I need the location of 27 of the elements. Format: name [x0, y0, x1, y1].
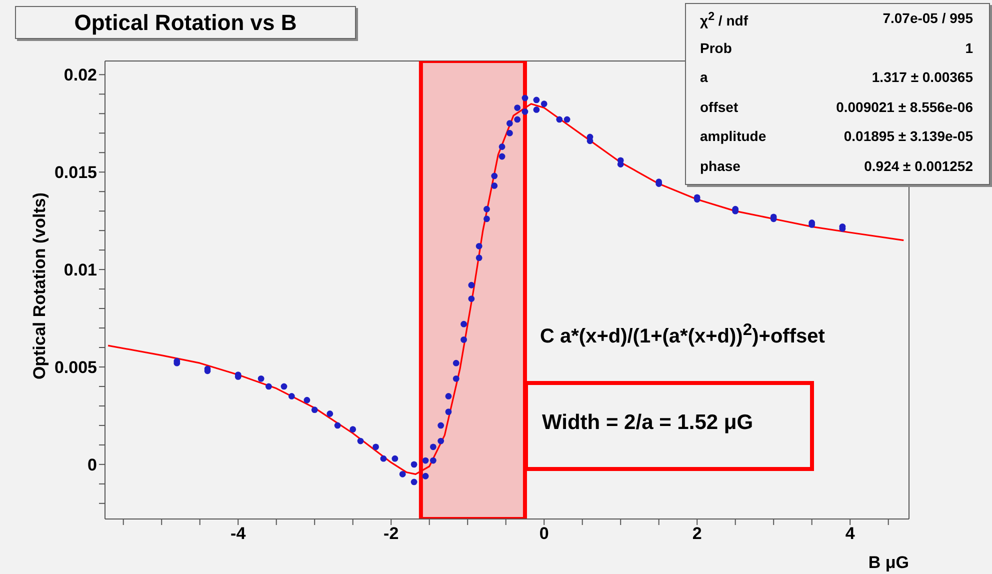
y-axis-title: Optical Rotation (volts) — [30, 192, 50, 380]
annotation: C a*(x+d)/(1+(a*(x+d))$^{2}$)+offset — [540, 320, 825, 349]
x-axis-title: B μG — [868, 553, 909, 572]
annotation: Width = 2/a = 1.52 μG — [542, 411, 754, 435]
annotation: 1.317 ± 0.00365 — [872, 69, 973, 87]
text: Prob — [700, 40, 732, 58]
annotation: offset — [700, 98, 738, 116]
y-tick-label: 0.01 — [64, 260, 97, 280]
text: χ$^{2}$ / ndf — [700, 10, 748, 31]
x-tick-label: -4 — [230, 524, 246, 544]
annotation: 0.924 ± 0.001252 — [864, 158, 973, 176]
y-tick-label: 0.005 — [54, 358, 97, 378]
annotation: phase — [700, 158, 740, 176]
annotation: 0.01895 ± 3.139e-05 — [844, 128, 973, 146]
annotation: amplitude — [700, 128, 766, 146]
x-tick-label: -2 — [384, 524, 399, 544]
y-tick-label: 0 — [88, 455, 97, 474]
x-tick-label: 2 — [692, 524, 702, 544]
text: 7.07e-05 / 995 — [882, 10, 973, 28]
y-tick-label: 0.02 — [64, 66, 97, 85]
y-tick-label: 0.015 — [54, 163, 97, 182]
annotation: 0.009021 ± 8.556e-06 — [836, 98, 973, 116]
chart-title: Optical Rotation vs B — [15, 6, 356, 39]
annotation: a — [700, 69, 708, 87]
x-tick-label: 0 — [539, 524, 549, 544]
x-tick-label: 4 — [845, 524, 856, 544]
text: 1 — [965, 40, 973, 58]
